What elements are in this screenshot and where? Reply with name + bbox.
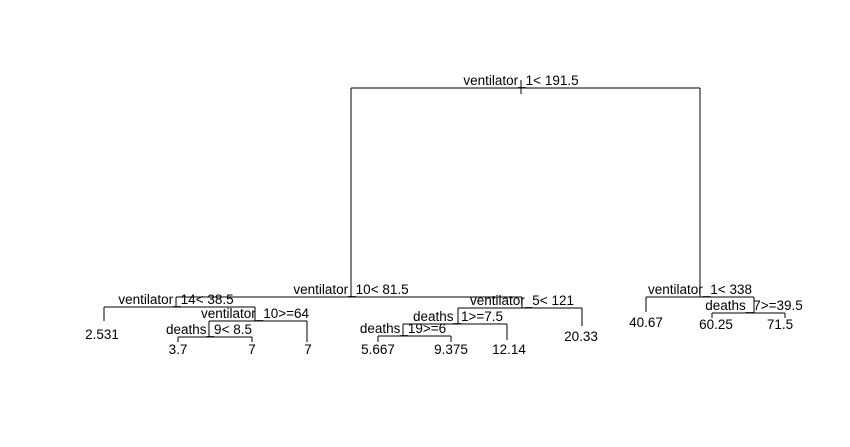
split-condition-label: deaths_19>=6 (360, 321, 446, 336)
leaf-value-label: 20.33 (564, 329, 598, 344)
split-condition-label: ventilator_5< 121 (470, 293, 574, 308)
leaf-value-label: 7 (304, 342, 312, 357)
split-condition-label: deaths_7>=39.5 (705, 298, 803, 313)
leaf-value-label: 5.667 (361, 342, 395, 357)
split-condition-label: ventilator_14< 38.5 (118, 292, 233, 307)
split-condition-label: ventilator_1< 338 (648, 282, 752, 297)
leaf-value-label: 9.375 (434, 342, 468, 357)
split-condition-label: ventilator_10>=64 (201, 306, 310, 321)
leaf-value-label: 60.25 (699, 317, 733, 332)
leaf-value-label: 12.14 (492, 342, 526, 357)
split-condition-label: ventilator_10< 81.5 (293, 282, 408, 297)
split-condition-label: deaths_1>=7.5 (413, 309, 503, 324)
split-condition-label: ventilator_1< 191.5 (463, 73, 578, 88)
split-condition-label: deaths_9< 8.5 (166, 322, 252, 337)
leaf-value-label: 7 (248, 342, 256, 357)
leaf-value-label: 40.67 (629, 315, 663, 330)
leaf-value-label: 71.5 (767, 317, 793, 332)
leaf-value-label: 3.7 (169, 342, 188, 357)
leaf-value-label: 2.531 (85, 327, 119, 342)
